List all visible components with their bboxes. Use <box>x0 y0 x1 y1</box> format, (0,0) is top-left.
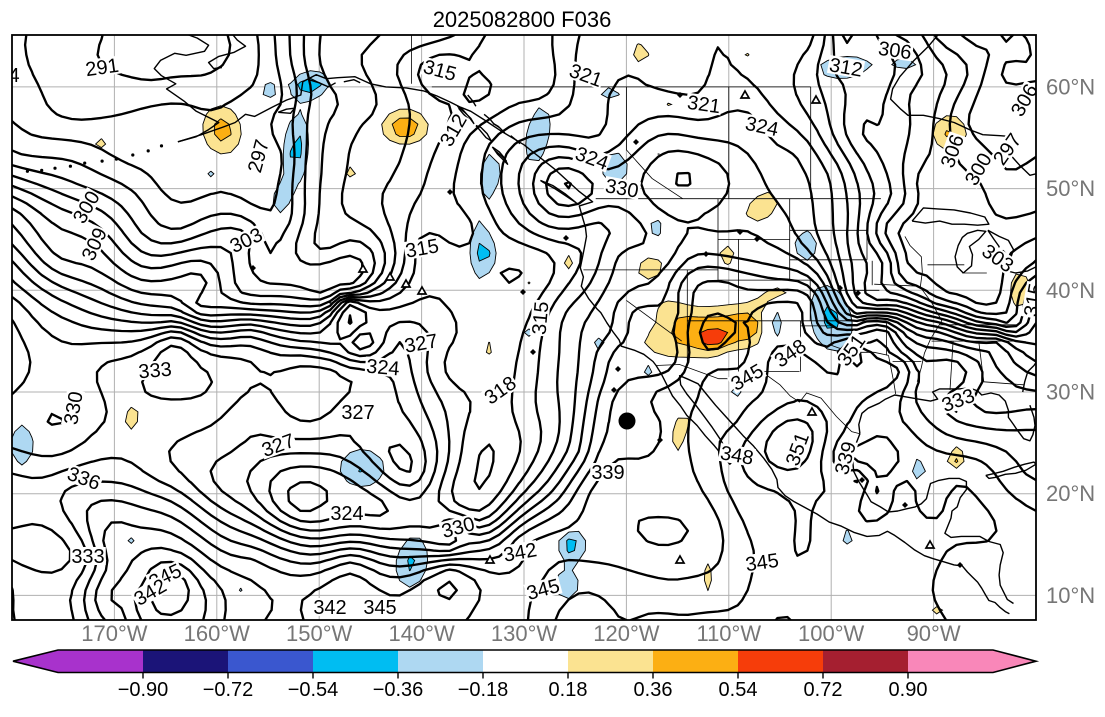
svg-text:150°W: 150°W <box>286 621 353 646</box>
svg-text:110°W: 110°W <box>696 621 761 646</box>
svg-text:20°N: 20°N <box>1046 481 1095 506</box>
svg-text:327: 327 <box>341 402 374 424</box>
svg-text:0.36: 0.36 <box>634 679 673 701</box>
svg-text:333: 333 <box>71 546 104 568</box>
svg-text:−0.90: −0.90 <box>118 679 169 701</box>
svg-text:0.54: 0.54 <box>719 679 758 701</box>
svg-text:0.18: 0.18 <box>549 679 588 701</box>
svg-text:345: 345 <box>363 597 396 619</box>
svg-text:333: 333 <box>138 359 173 384</box>
svg-text:130°W: 130°W <box>491 621 558 646</box>
svg-text:2025082800 F036: 2025082800 F036 <box>433 7 612 32</box>
svg-text:120°W: 120°W <box>593 621 660 646</box>
svg-text:170°W: 170°W <box>81 621 148 646</box>
svg-text:60°N: 60°N <box>1046 74 1095 99</box>
svg-text:−0.54: −0.54 <box>288 679 339 701</box>
svg-text:90°W: 90°W <box>907 621 961 646</box>
svg-text:291: 291 <box>84 55 120 81</box>
svg-text:0.72: 0.72 <box>804 679 843 701</box>
svg-text:160°W: 160°W <box>184 621 251 646</box>
svg-text:324: 324 <box>365 356 400 381</box>
svg-text:345: 345 <box>744 550 780 576</box>
svg-text:294: 294 <box>0 65 20 87</box>
svg-text:−0.72: −0.72 <box>203 679 254 701</box>
svg-text:50°N: 50°N <box>1046 176 1095 201</box>
svg-text:−0.18: −0.18 <box>458 679 509 701</box>
svg-text:30°N: 30°N <box>1046 380 1095 405</box>
svg-text:321: 321 <box>686 92 722 118</box>
svg-text:315: 315 <box>1020 282 1047 319</box>
svg-text:40°N: 40°N <box>1046 278 1095 303</box>
svg-text:306: 306 <box>877 38 913 64</box>
svg-text:339: 339 <box>591 462 624 484</box>
svg-text:315: 315 <box>529 301 554 336</box>
svg-text:140°W: 140°W <box>388 621 455 646</box>
svg-text:100°W: 100°W <box>798 621 865 646</box>
svg-text:342: 342 <box>313 597 346 619</box>
svg-text:0.90: 0.90 <box>889 679 928 701</box>
svg-text:−0.36: −0.36 <box>373 679 424 701</box>
svg-text:10°N: 10°N <box>1046 583 1095 608</box>
svg-text:324: 324 <box>330 503 363 525</box>
